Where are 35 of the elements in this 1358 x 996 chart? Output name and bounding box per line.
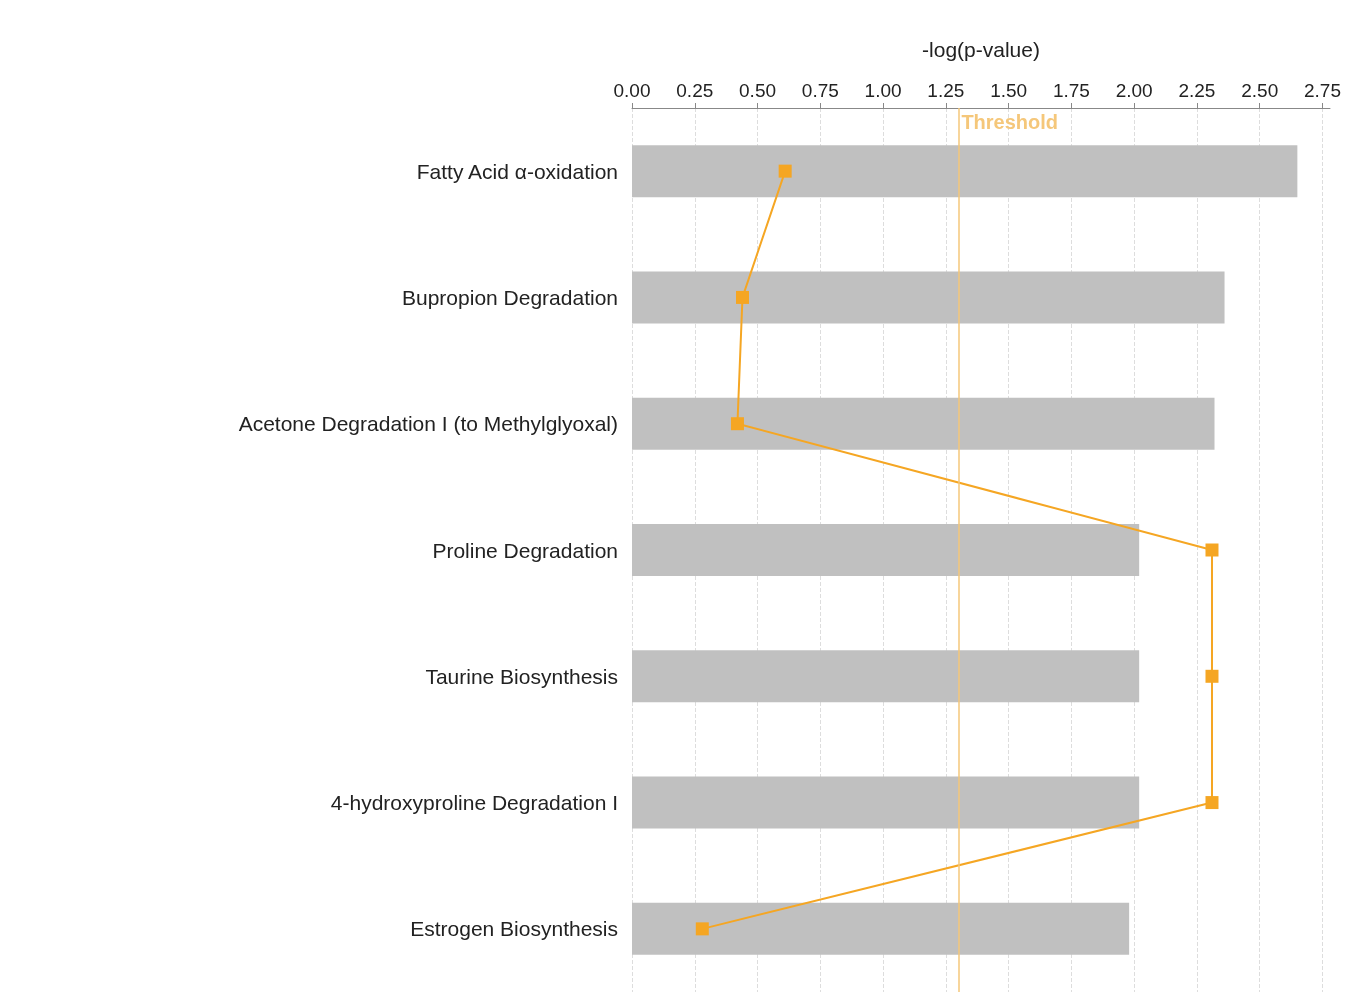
bar xyxy=(632,145,1298,198)
point xyxy=(1205,796,1219,810)
bar xyxy=(632,271,1225,324)
x-tick-label: 1.25 xyxy=(927,80,965,101)
bar xyxy=(632,524,1140,576)
bar xyxy=(632,902,1130,955)
y-tick-label: 4-hydroxyproline Degradation I xyxy=(330,791,618,815)
bar xyxy=(632,776,1140,829)
x-tick-label: 0.25 xyxy=(676,80,714,101)
bar xyxy=(632,650,1140,703)
y-tick-label: Bupropion Degradation xyxy=(402,285,618,309)
y-tick-label: Estrogen Biosynthesis xyxy=(410,917,618,941)
point xyxy=(730,417,744,431)
x-tick-label: 2.50 xyxy=(1241,80,1279,101)
point xyxy=(778,164,792,178)
x-tick-label: 0.00 xyxy=(613,80,651,101)
point xyxy=(1205,669,1219,683)
x-tick-label: 2.75 xyxy=(1303,80,1341,101)
x-tick-label: 2.25 xyxy=(1178,80,1216,101)
y-tick-label: Fatty Acid α-oxidation xyxy=(416,159,618,183)
x-tick-label: 1.00 xyxy=(864,80,902,101)
bar xyxy=(632,397,1215,450)
x-tick-label: 1.50 xyxy=(990,80,1028,101)
x-tick-label: 1.75 xyxy=(1052,80,1090,101)
ref-line-label: Threshold xyxy=(961,111,1059,133)
x-tick-label: 0.50 xyxy=(739,80,777,101)
point xyxy=(1205,543,1219,557)
point xyxy=(735,290,749,304)
x-axis-title: -log(p-value) xyxy=(922,38,1040,61)
y-tick-label: Proline Degradation xyxy=(432,538,618,562)
point xyxy=(695,922,709,936)
x-tick-label: 2.00 xyxy=(1115,80,1153,101)
x-tick-label: 0.75 xyxy=(801,80,839,101)
y-tick-label: Taurine Biosynthesis xyxy=(425,664,618,688)
y-tick-label: Acetone Degradation I (to Methylglyoxal) xyxy=(238,412,618,436)
